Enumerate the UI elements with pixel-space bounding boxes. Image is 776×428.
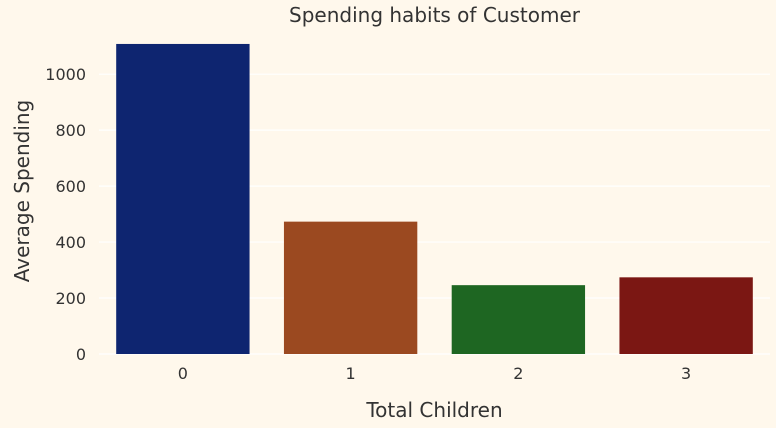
y-tick-label: 1000 <box>45 65 86 84</box>
y-tick-label: 800 <box>55 121 86 140</box>
bar-1 <box>283 221 418 354</box>
x-tick-label: 2 <box>513 364 523 383</box>
y-axis-ticks: 0 200 400 600 800 1000 <box>45 65 86 364</box>
x-tick-label: 0 <box>178 364 188 383</box>
y-axis-title: Average Spending <box>10 100 34 282</box>
bars <box>116 43 753 354</box>
x-axis-title: Total Children <box>365 398 502 422</box>
y-tick-label: 400 <box>55 233 86 252</box>
bar-0 <box>116 43 250 354</box>
bar-3 <box>619 277 753 354</box>
bar-2 <box>451 285 586 354</box>
chart-title: Spending habits of Customer <box>289 3 581 27</box>
y-tick-label: 200 <box>55 289 86 308</box>
x-axis-ticks: 0 1 2 3 <box>178 364 691 383</box>
x-tick-label: 3 <box>681 364 691 383</box>
y-tick-label: 600 <box>55 177 86 196</box>
x-tick-label: 1 <box>346 364 356 383</box>
y-tick-label: 0 <box>76 345 86 364</box>
